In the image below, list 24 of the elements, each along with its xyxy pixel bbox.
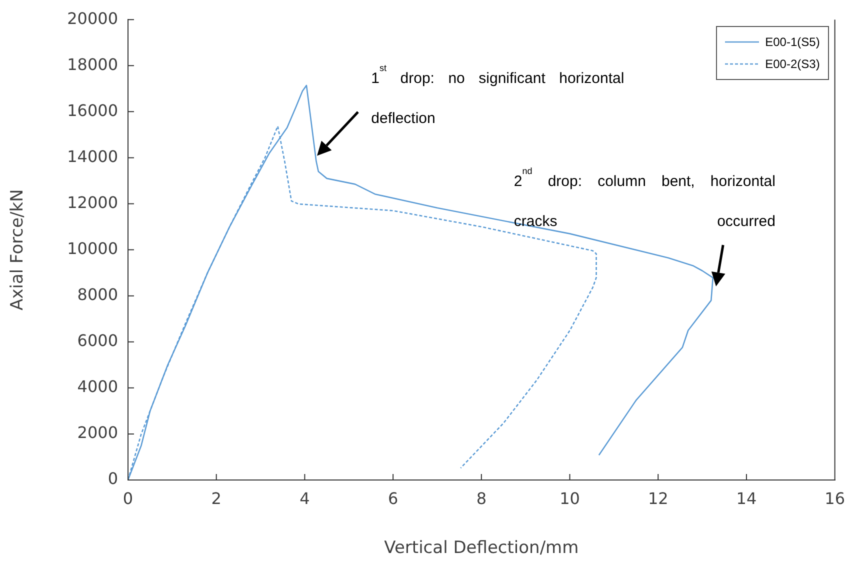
x-tick-label: 2	[211, 488, 222, 508]
y-axis-title: Axial Force/kN	[8, 189, 28, 310]
x-tick-label: 6	[388, 488, 398, 508]
legend-label: E00-1(S5)	[765, 34, 820, 49]
x-tick-label: 8	[476, 488, 487, 508]
y-tick-label: 6000	[77, 331, 118, 350]
y-tick-label: 14000	[67, 146, 118, 166]
y-tick-label: 12000	[67, 192, 118, 212]
x-tick-label: 4	[300, 488, 310, 508]
x-tick-label: 12	[648, 488, 668, 508]
y-tick-label: 16000	[67, 100, 118, 120]
y-tick-label: 2000	[77, 423, 118, 442]
x-axis-title: Vertical Deflection/mm	[384, 538, 579, 558]
x-tick-label: 0	[122, 488, 134, 508]
x-tick-label: 16	[824, 488, 845, 508]
y-tick-label: 18000	[67, 54, 118, 74]
y-tick-label: 20000	[67, 8, 118, 28]
y-tick-label: 0	[108, 469, 118, 488]
x-tick-label: 14	[736, 488, 757, 508]
x-tick-label: 10	[560, 488, 580, 508]
y-tick-label: 10000	[67, 238, 118, 258]
y-tick-label: 4000	[77, 377, 118, 396]
legend-label: E00-2(S3)	[765, 56, 820, 71]
y-tick-label: 8000	[77, 284, 118, 304]
